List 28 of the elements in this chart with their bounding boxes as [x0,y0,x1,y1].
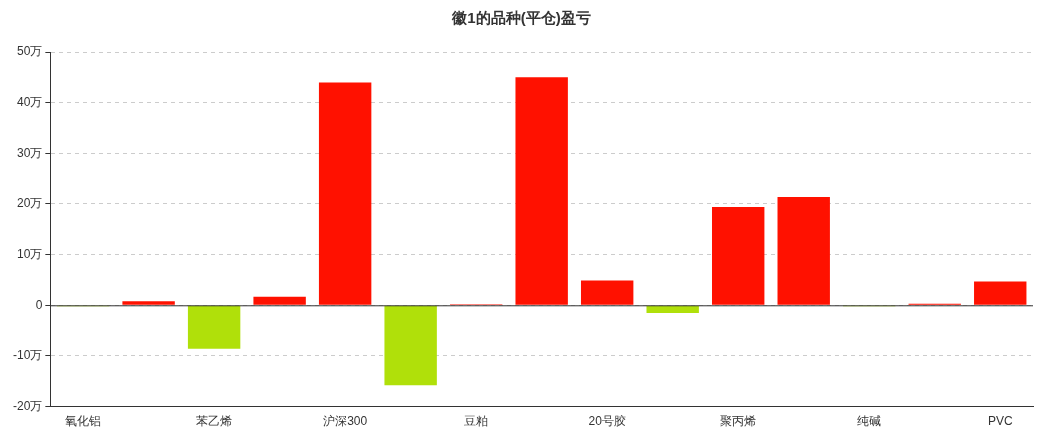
bar [580,280,634,305]
bar [122,301,175,305]
y-tick-label: 30万 [16,145,43,160]
bar [646,305,699,313]
x-tick-label: 聚丙烯 [720,414,757,429]
y-tick-label: 0 [35,297,43,312]
bar [974,281,1027,305]
y-tick-label: 10万 [16,246,43,261]
x-tick-label: 氧化铝 [65,414,102,429]
y-tick-label: 50万 [16,44,43,59]
bar [187,305,241,349]
x-tick-label: 苯乙烯 [196,414,233,429]
y-tick-label: 40万 [16,94,43,109]
y-tick-label: -20万 [13,398,43,413]
bar [777,196,830,305]
y-tick-label: -10万 [13,348,43,363]
x-tick-label: 沪深300 [323,414,368,429]
bar [712,207,765,305]
chart-title: 徽1的品种(平仓)盈亏 [451,9,591,27]
bar [515,77,568,305]
bar [384,305,437,386]
x-tick-label: PVC [987,414,1013,429]
x-tick-label: 20号胶 [588,414,626,429]
bar [318,82,372,305]
y-tick-label: 20万 [16,196,43,211]
x-tick-label: 豆粕 [464,414,489,429]
x-tick-label: 纯碱 [857,414,882,429]
bar [253,296,306,305]
